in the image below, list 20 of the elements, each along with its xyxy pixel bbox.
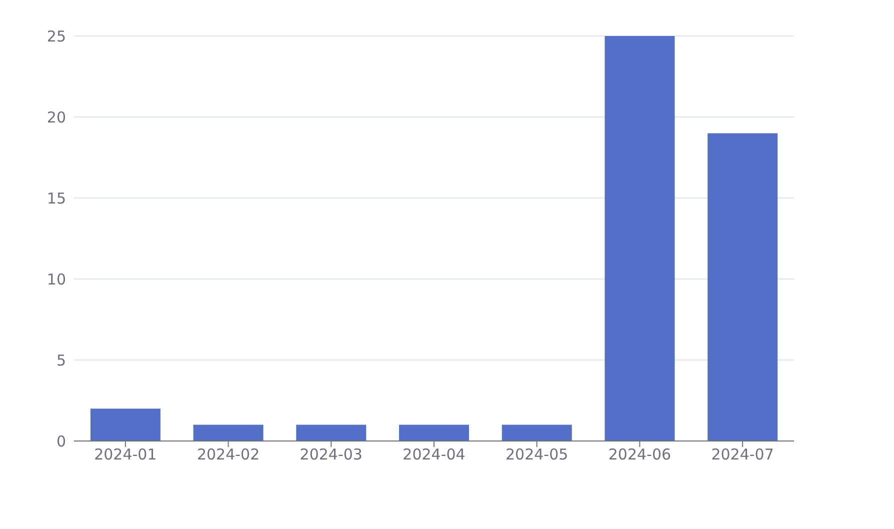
y-tick-label: 0 [56,432,66,450]
bar [604,36,675,441]
bar [399,424,470,441]
x-tick-label: 2024-06 [608,446,672,464]
y-tick-label: 5 [56,351,66,370]
bar [90,408,160,441]
x-tick-label: 2024-02 [196,446,260,464]
bar [296,424,366,441]
x-tick-label: 2024-01 [94,446,157,464]
x-tick-label: 2024-03 [300,446,362,464]
x-tick-label: 2024-07 [711,446,774,464]
y-tick-label: 15 [46,189,66,208]
x-tick-label: 2024-05 [506,446,568,464]
bar [502,424,572,441]
x-tick-label: 2024-04 [402,446,466,464]
y-tick-label: 25 [46,27,66,46]
bar [708,133,778,441]
bar [193,424,264,441]
y-tick-label: 20 [46,108,66,126]
y-tick-label: 10 [46,270,66,288]
